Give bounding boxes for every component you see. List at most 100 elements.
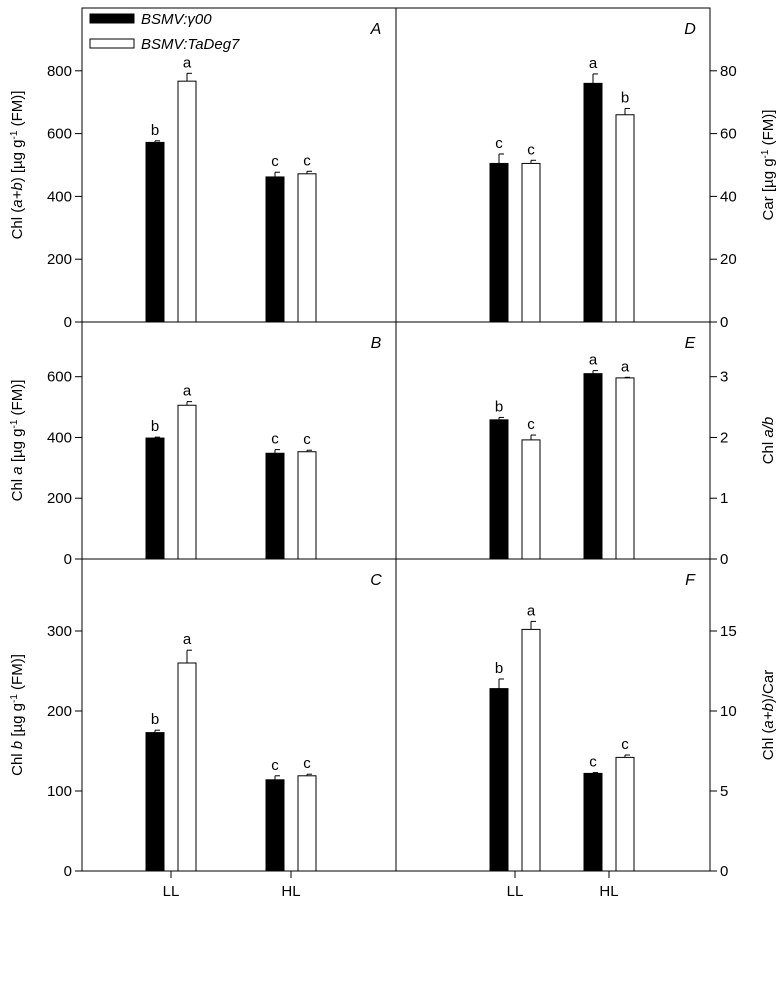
y-tick-label-c-1: 100: [47, 783, 72, 800]
panel-label-f: F: [685, 572, 696, 589]
sig-letter-b-ll-s0: b: [151, 418, 159, 435]
panel-label-d: D: [684, 21, 696, 38]
y-tick-label-a-0: 0: [64, 314, 72, 331]
panel-label-e: E: [685, 335, 696, 352]
panel-d: 0 20 40 60 80 Car [µg g-1 (FM)] Dc c a b: [395, 7, 777, 331]
y-tick-label-d-2: 40: [720, 188, 737, 205]
bar-b-hl-s0: [265, 452, 285, 560]
bar-f-hl-s1: [615, 756, 635, 872]
y-tick-label-b-2: 400: [47, 429, 72, 446]
panel-frame-b: [81, 321, 397, 560]
y-axis-label-e: Chl a/b: [760, 417, 777, 465]
legend-label-bsmv-tadeg7: BSMV:TaDeg7: [141, 36, 240, 53]
sig-letter-e-hl-s1: a: [621, 358, 630, 375]
panel-frame-a: [81, 7, 397, 323]
bar-c-hl-s0: [265, 779, 285, 872]
y-tick-label-c-3: 300: [47, 623, 72, 640]
bar-d-ll-s0: [489, 162, 509, 323]
sig-letter-a-ll-s1: a: [183, 54, 192, 71]
panel-b: 0 200 400 600 Chl a [µg g-1 (FM)] Bb a c c: [9, 321, 397, 568]
legend-swatch-bsmv-tadeg7: [89, 38, 135, 49]
y-tick-label-f-3: 15: [720, 623, 737, 640]
panel-frame-f: [395, 558, 711, 872]
y-tick-label-a-4: 800: [47, 63, 72, 80]
y-axis-label-c: Chl b [µg g-1 (FM)]: [9, 654, 27, 776]
y-tick-label-c-2: 200: [47, 703, 72, 720]
legend-label-bsmv-gamma00: BSMV:γ00: [141, 11, 212, 28]
bar-c-ll-s0: [145, 732, 165, 872]
sig-letter-f-hl-s1: c: [621, 736, 629, 753]
bar-c-hl-s1: [297, 775, 317, 872]
y-tick-label-e-0: 0: [720, 551, 728, 568]
bar-e-ll-s1: [521, 439, 541, 560]
y-tick-label-a-3: 600: [47, 126, 72, 143]
panel-f: 0 5 10 15 Chl (a+b)/Car Fb a LL c c HL: [395, 558, 777, 900]
sig-letter-d-ll-s1: c: [527, 141, 535, 158]
bar-b-ll-s1: [177, 404, 197, 560]
sig-letter-c-hl-s1: c: [303, 755, 311, 772]
bar-e-hl-s0: [583, 373, 603, 560]
y-tick-label-f-0: 0: [720, 863, 728, 880]
bar-f-ll-s1: [521, 628, 541, 872]
bar-b-ll-s0: [145, 437, 165, 560]
x-category-label-c-1: HL: [281, 883, 300, 900]
y-axis-label-a: Chl (a+b) [µg g-1 (FM)]: [9, 91, 27, 240]
x-category-label-c-0: LL: [163, 883, 180, 900]
x-category-label-f-1: HL: [599, 883, 618, 900]
sig-letter-a-hl-s0: c: [271, 153, 279, 170]
bar-a-hl-s0: [265, 176, 285, 323]
sig-letter-b-hl-s1: c: [303, 431, 311, 448]
bar-f-hl-s0: [583, 772, 603, 872]
sig-letter-f-ll-s1: a: [527, 602, 536, 619]
bar-e-ll-s0: [489, 419, 509, 560]
sig-letter-c-hl-s0: c: [271, 757, 279, 774]
y-axis-label-f: Chl (a+b)/Car: [760, 670, 777, 760]
y-tick-label-c-0: 0: [64, 863, 72, 880]
x-category-label-f-0: LL: [507, 883, 524, 900]
sig-letter-a-ll-s0: b: [151, 122, 159, 139]
bar-a-ll-s1: [177, 80, 197, 323]
bar-d-hl-s1: [615, 114, 635, 323]
panel-frame-c: [81, 558, 397, 872]
y-tick-label-b-3: 600: [47, 369, 72, 386]
sig-letter-d-hl-s1: b: [621, 89, 629, 106]
y-tick-label-f-2: 10: [720, 703, 737, 720]
sig-letter-c-ll-s1: a: [183, 631, 192, 648]
y-axis-label-b: Chl a [µg g-1 (FM)]: [9, 380, 27, 502]
y-tick-label-b-1: 200: [47, 490, 72, 507]
bar-c-ll-s1: [177, 662, 197, 872]
sig-letter-f-hl-s0: c: [589, 754, 597, 771]
y-tick-label-b-0: 0: [64, 551, 72, 568]
bar-a-hl-s1: [297, 173, 317, 323]
sig-letter-c-ll-s0: b: [151, 711, 159, 728]
sig-letter-d-ll-s0: c: [495, 135, 503, 152]
bar-f-ll-s0: [489, 688, 509, 872]
sig-letter-b-ll-s1: a: [183, 383, 192, 400]
sig-letter-e-ll-s1: c: [527, 416, 535, 433]
legend: BSMV:γ00 BSMV:TaDeg7: [89, 11, 240, 53]
panel-label-c: C: [370, 572, 382, 589]
y-tick-label-e-2: 2: [720, 429, 728, 446]
y-tick-label-a-2: 400: [47, 188, 72, 205]
y-tick-label-d-3: 60: [720, 126, 737, 143]
y-tick-label-d-0: 0: [720, 314, 728, 331]
sig-letter-a-hl-s1: c: [303, 152, 311, 169]
sig-letter-d-hl-s0: a: [589, 55, 598, 72]
y-tick-label-d-1: 20: [720, 251, 737, 268]
bar-a-ll-s0: [145, 141, 165, 323]
bar-d-ll-s1: [521, 162, 541, 323]
panel-frame-d: [395, 7, 711, 323]
sig-letter-b-hl-s0: c: [271, 431, 279, 448]
bar-d-hl-s0: [583, 82, 603, 323]
sig-letter-e-hl-s0: a: [589, 352, 598, 369]
bar-b-hl-s1: [297, 451, 317, 560]
panel-c: 0 100 200 300 Chl b [µg g-1 (FM)] Cb a LL c c HL: [9, 558, 397, 900]
y-tick-label-a-1: 200: [47, 251, 72, 268]
sig-letter-e-ll-s0: b: [495, 398, 503, 415]
legend-swatch-bsmv-gamma00: [89, 13, 135, 24]
panel-frame-e: [395, 321, 711, 560]
y-tick-label-f-1: 5: [720, 783, 728, 800]
y-tick-label-e-3: 3: [720, 369, 728, 386]
panel-a: 0 200 400 600 800 Chl (a+b) [µg g-1 (FM)] Ab a c…: [9, 7, 397, 331]
